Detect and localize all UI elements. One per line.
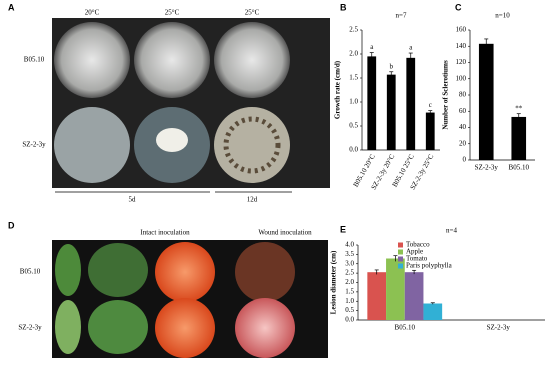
y-tick-label: 0.5 bbox=[349, 122, 358, 130]
legend-label: Apple bbox=[406, 248, 423, 256]
y-tick-label: 1.5 bbox=[345, 287, 354, 295]
annotation: n=10 bbox=[495, 12, 510, 20]
leaf bbox=[55, 244, 81, 296]
row-label: B05.10 bbox=[24, 56, 45, 64]
y-tick-label: 0.0 bbox=[345, 316, 354, 324]
y-tick-label: 2.5 bbox=[345, 269, 354, 277]
y-axis-label: Number of Sclerotiums bbox=[442, 60, 450, 130]
annotation: n=4 bbox=[446, 227, 457, 235]
legend-swatch bbox=[398, 263, 403, 269]
legend-label: Paris polyphylla bbox=[406, 262, 453, 270]
column-label: 25°C bbox=[165, 9, 180, 17]
legend-label: Tomato bbox=[406, 255, 428, 263]
panel-letter: B bbox=[340, 2, 347, 12]
y-tick-label: 80 bbox=[459, 91, 467, 99]
panel-letter: D bbox=[8, 220, 15, 230]
leaf bbox=[88, 243, 148, 297]
column-label: 20°C bbox=[85, 9, 100, 17]
plate bbox=[54, 107, 130, 183]
row-label: SZ-2-3y bbox=[22, 141, 46, 149]
panel-letter: E bbox=[340, 224, 346, 234]
group-label: Intact inoculation bbox=[140, 229, 190, 237]
duration-label: 12d bbox=[247, 196, 258, 204]
panel-letter: C bbox=[455, 2, 462, 12]
legend-swatch bbox=[398, 256, 403, 262]
significance-label: ** bbox=[515, 104, 523, 112]
y-tick-label: 160 bbox=[456, 26, 467, 34]
legend-label: Tobacco bbox=[406, 241, 430, 249]
apple bbox=[235, 242, 295, 302]
plates bbox=[54, 22, 290, 183]
panel-letter: A bbox=[8, 2, 15, 12]
y-tick-label: 0.0 bbox=[349, 146, 358, 154]
plate bbox=[214, 22, 290, 98]
y-tick-label: 20 bbox=[459, 139, 467, 147]
tomato bbox=[155, 298, 215, 358]
y-tick-label: 2.0 bbox=[349, 50, 358, 58]
significance-label: b bbox=[390, 62, 394, 70]
y-tick-label: 120 bbox=[456, 58, 467, 66]
column-label: 25°C bbox=[245, 9, 260, 17]
x-tick-label: B05.10 bbox=[509, 164, 530, 172]
y-axis-label: Lesion diameter (cm) bbox=[330, 250, 338, 314]
significance-label: a bbox=[409, 44, 413, 52]
x-tick-label: B05.10 bbox=[395, 324, 416, 332]
y-tick-label: 60 bbox=[459, 107, 467, 115]
y-tick-label: 3.5 bbox=[345, 250, 354, 258]
bar bbox=[425, 112, 435, 150]
y-tick-label: 1.5 bbox=[349, 74, 358, 82]
legend-swatch bbox=[398, 242, 403, 248]
annotation: n=7 bbox=[396, 12, 407, 20]
significance-label: a bbox=[370, 43, 374, 51]
bar bbox=[367, 56, 377, 150]
y-axis-label: Growth rate (cm/d) bbox=[334, 60, 342, 119]
x-tick-label: SZ-2-3y bbox=[487, 324, 511, 332]
sclerotia bbox=[223, 116, 281, 174]
apple bbox=[235, 298, 295, 358]
legend-swatch bbox=[398, 249, 403, 255]
bar bbox=[511, 116, 527, 160]
duration-label: 5d bbox=[129, 196, 137, 204]
significance-label: c bbox=[429, 101, 432, 109]
y-tick-label: 1.0 bbox=[349, 98, 358, 106]
y-tick-label: 4.0 bbox=[345, 241, 354, 249]
colony bbox=[156, 128, 188, 152]
y-tick-label: 0 bbox=[463, 156, 467, 164]
leaf bbox=[88, 300, 148, 354]
samples bbox=[55, 242, 295, 358]
bar bbox=[478, 43, 494, 160]
bar bbox=[386, 258, 405, 320]
y-tick-label: 140 bbox=[456, 42, 467, 50]
tomato bbox=[155, 242, 215, 302]
y-tick-label: 100 bbox=[456, 74, 467, 82]
plate bbox=[134, 22, 210, 98]
x-tick-label: SZ-2-3y bbox=[475, 164, 499, 172]
bar bbox=[423, 303, 443, 320]
y-tick-label: 0.5 bbox=[345, 306, 354, 314]
y-tick-label: 2.0 bbox=[345, 278, 354, 286]
y-tick-label: 1.0 bbox=[345, 297, 354, 305]
bar bbox=[386, 74, 396, 150]
plate bbox=[54, 22, 130, 98]
bar bbox=[404, 272, 424, 320]
bar bbox=[406, 57, 416, 151]
y-tick-label: 3.0 bbox=[345, 259, 354, 267]
bar bbox=[367, 272, 387, 320]
y-tick-label: 2.5 bbox=[349, 26, 358, 34]
row-label: B05.10 bbox=[20, 268, 41, 276]
y-tick-label: 40 bbox=[459, 123, 467, 131]
group-label: Wound inoculation bbox=[258, 229, 312, 237]
leaf bbox=[55, 300, 81, 354]
row-label: SZ-2-3y bbox=[18, 324, 42, 332]
